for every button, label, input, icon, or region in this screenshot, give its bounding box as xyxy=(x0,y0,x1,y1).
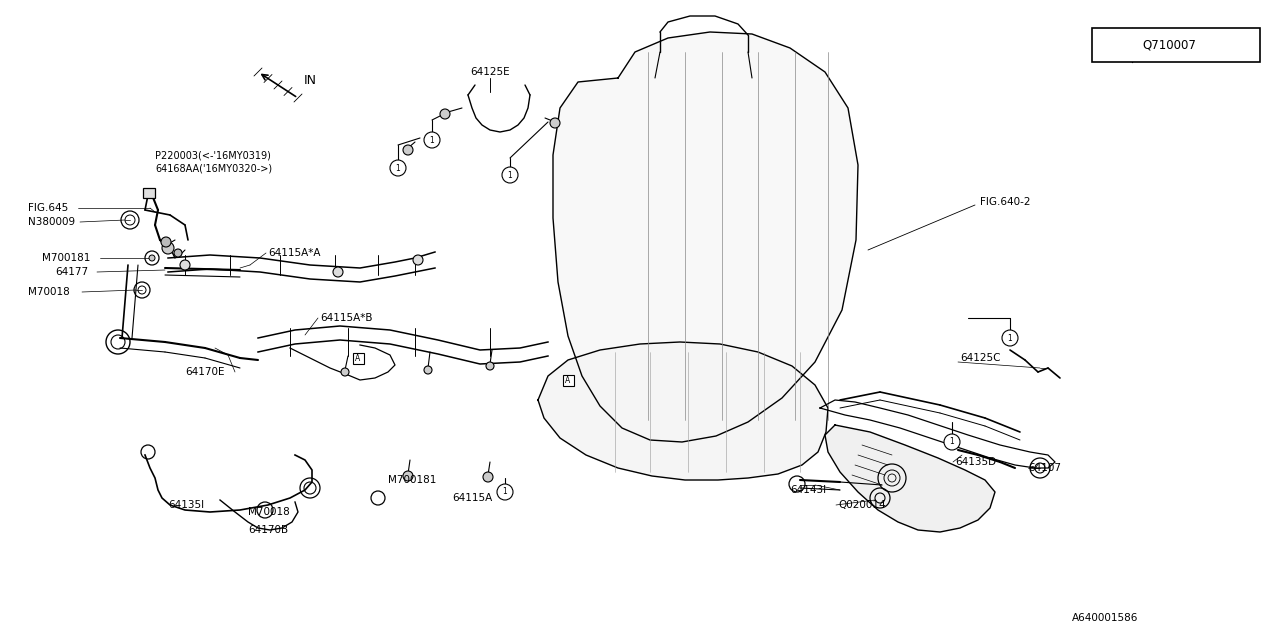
Polygon shape xyxy=(538,342,828,480)
Text: 1: 1 xyxy=(508,170,512,179)
Text: P220003(<-'16MY0319): P220003(<-'16MY0319) xyxy=(155,150,271,160)
Text: 1: 1 xyxy=(950,438,955,447)
Text: 1: 1 xyxy=(396,163,401,173)
Text: 64115A: 64115A xyxy=(452,493,493,503)
Bar xyxy=(143,188,155,198)
Text: A: A xyxy=(566,376,571,385)
Circle shape xyxy=(333,267,343,277)
Text: 64135D: 64135D xyxy=(955,457,996,467)
Circle shape xyxy=(403,471,413,481)
Text: IN: IN xyxy=(305,74,317,86)
Text: A640001586: A640001586 xyxy=(1073,613,1138,623)
Circle shape xyxy=(163,242,174,254)
Text: 1: 1 xyxy=(1007,333,1012,342)
Text: M70018: M70018 xyxy=(28,287,69,297)
Circle shape xyxy=(497,484,513,500)
Bar xyxy=(1092,28,1260,62)
Text: 1: 1 xyxy=(430,136,434,145)
Text: M700181: M700181 xyxy=(42,253,91,263)
Text: 64168AA('16MY0320->): 64168AA('16MY0320->) xyxy=(155,163,273,173)
Bar xyxy=(563,375,573,386)
Circle shape xyxy=(945,434,960,450)
Circle shape xyxy=(483,472,493,482)
Circle shape xyxy=(403,145,413,155)
Circle shape xyxy=(390,160,406,176)
Circle shape xyxy=(180,260,189,270)
Circle shape xyxy=(340,368,349,376)
Text: M70018: M70018 xyxy=(248,507,289,517)
Text: 64125E: 64125E xyxy=(470,67,509,77)
Circle shape xyxy=(148,255,155,261)
Circle shape xyxy=(174,249,182,257)
Polygon shape xyxy=(553,32,858,442)
Text: 64135I: 64135I xyxy=(168,500,204,510)
Text: 64170E: 64170E xyxy=(186,367,224,377)
Text: 1: 1 xyxy=(1110,40,1115,49)
Text: 64177: 64177 xyxy=(55,267,88,277)
Text: 64125C: 64125C xyxy=(960,353,1001,363)
Text: 1: 1 xyxy=(503,488,507,497)
Text: M700181: M700181 xyxy=(388,475,436,485)
Circle shape xyxy=(440,109,451,119)
Text: Q020014: Q020014 xyxy=(838,500,886,510)
Circle shape xyxy=(424,132,440,148)
Text: 64107: 64107 xyxy=(1028,463,1061,473)
Circle shape xyxy=(161,237,172,247)
Circle shape xyxy=(424,366,433,374)
Text: FIG.640-2: FIG.640-2 xyxy=(980,197,1030,207)
Circle shape xyxy=(413,255,422,265)
Circle shape xyxy=(486,362,494,370)
Circle shape xyxy=(1002,330,1018,346)
Text: 64115A*B: 64115A*B xyxy=(320,313,372,323)
Circle shape xyxy=(502,167,518,183)
Polygon shape xyxy=(826,425,995,532)
Text: Q710007: Q710007 xyxy=(1142,38,1196,51)
Text: 64143I: 64143I xyxy=(790,485,826,495)
Circle shape xyxy=(550,118,561,128)
Circle shape xyxy=(1103,36,1121,54)
Text: FIG.645: FIG.645 xyxy=(28,203,68,213)
Text: A: A xyxy=(356,353,361,362)
Bar xyxy=(353,353,364,364)
Text: N380009: N380009 xyxy=(28,217,76,227)
Text: 64115A*A: 64115A*A xyxy=(268,248,320,258)
Text: 64170B: 64170B xyxy=(248,525,288,535)
